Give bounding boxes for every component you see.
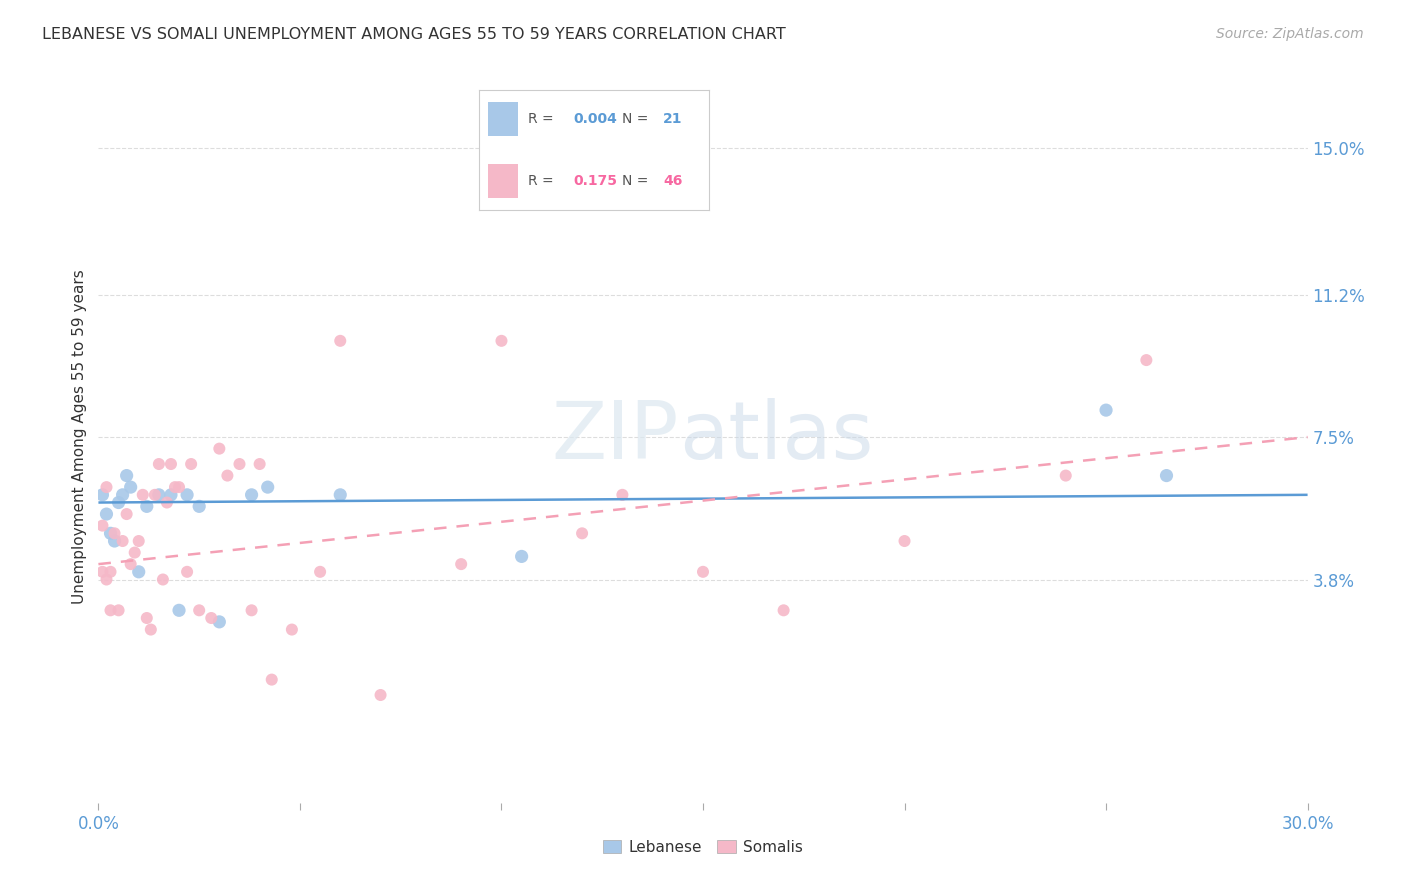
Point: [91, 518, 114, 533]
Point: [128, 534, 150, 549]
Point: [1054, 468, 1077, 483]
Point: [309, 565, 332, 579]
Point: [612, 488, 634, 502]
Point: [329, 488, 352, 502]
Point: [148, 457, 170, 471]
Legend: Lebanese, Somalis: Lebanese, Somalis: [596, 834, 810, 861]
Point: [167, 480, 190, 494]
Point: [143, 488, 166, 502]
Point: [491, 334, 513, 348]
Point: [217, 468, 239, 483]
Point: [128, 565, 150, 579]
Point: [115, 468, 138, 483]
Point: [107, 603, 129, 617]
Point: [167, 603, 190, 617]
Point: [103, 534, 125, 549]
Point: [180, 457, 202, 471]
Point: [111, 534, 134, 549]
Point: [96, 480, 118, 494]
Point: [160, 488, 183, 502]
Point: [1095, 403, 1118, 417]
Point: [103, 526, 125, 541]
Text: atlas: atlas: [679, 398, 873, 476]
Text: Source: ZipAtlas.com: Source: ZipAtlas.com: [1216, 27, 1364, 41]
Point: [329, 334, 352, 348]
Point: [91, 488, 114, 502]
Point: [281, 623, 304, 637]
Point: [370, 688, 392, 702]
Point: [510, 549, 533, 564]
Point: [176, 488, 198, 502]
Point: [1156, 468, 1178, 483]
Point: [240, 488, 263, 502]
Text: ZIP: ZIP: [551, 398, 679, 476]
Point: [1135, 353, 1157, 368]
Point: [692, 565, 714, 579]
Point: [156, 495, 179, 509]
Point: [450, 557, 472, 571]
Point: [228, 457, 250, 471]
Point: [240, 603, 263, 617]
Point: [139, 623, 162, 637]
Text: LEBANESE VS SOMALI UNEMPLOYMENT AMONG AGES 55 TO 59 YEARS CORRELATION CHART: LEBANESE VS SOMALI UNEMPLOYMENT AMONG AG…: [42, 27, 786, 42]
Point: [571, 526, 593, 541]
Point: [772, 603, 794, 617]
Point: [107, 495, 129, 509]
Point: [208, 442, 231, 456]
Point: [91, 565, 114, 579]
Point: [200, 611, 222, 625]
Point: [124, 545, 146, 559]
Y-axis label: Unemployment Among Ages 55 to 59 years: Unemployment Among Ages 55 to 59 years: [72, 269, 87, 605]
Point: [120, 480, 142, 494]
Point: [160, 457, 183, 471]
Point: [120, 557, 142, 571]
Point: [893, 534, 915, 549]
Point: [208, 615, 231, 629]
Point: [96, 507, 118, 521]
Point: [111, 488, 134, 502]
Point: [188, 603, 211, 617]
Point: [188, 500, 211, 514]
Point: [135, 611, 157, 625]
Point: [100, 603, 122, 617]
Point: [100, 526, 122, 541]
Point: [148, 488, 170, 502]
Point: [176, 565, 198, 579]
Point: [256, 480, 278, 494]
Point: [135, 500, 157, 514]
Point: [249, 457, 271, 471]
Point: [132, 488, 155, 502]
Point: [115, 507, 138, 521]
Point: [260, 673, 283, 687]
Point: [100, 565, 122, 579]
Point: [96, 573, 118, 587]
Point: [152, 573, 174, 587]
Point: [163, 480, 186, 494]
